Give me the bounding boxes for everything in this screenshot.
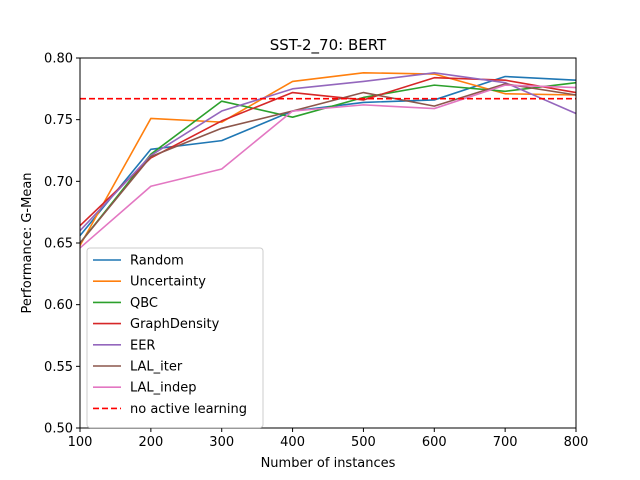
x-axis-ticks: 100 200 300 400 500 600 700 800 [68, 428, 589, 450]
x-tick-label: 500 [351, 435, 376, 450]
legend-box [86, 247, 264, 429]
y-tick-label: 0.75 [44, 113, 73, 128]
y-tick-label: 0.60 [44, 298, 73, 313]
legend-label: EER [130, 338, 155, 353]
y-axis-title: Performance: G-Mean [20, 172, 35, 313]
x-tick-label: 700 [493, 435, 518, 450]
legend-label: Uncertainty [130, 275, 206, 290]
legend-label: no active learning [130, 402, 247, 417]
legend-label: LAL_iter [130, 360, 183, 375]
x-tick-label: 600 [422, 435, 447, 450]
x-tick-label: 400 [280, 435, 305, 450]
y-tick-label: 0.80 [44, 52, 73, 67]
y-tick-label: 0.70 [44, 175, 73, 190]
legend-label: QBC [130, 296, 158, 311]
y-tick-label: 0.50 [44, 422, 73, 437]
x-tick-label: 800 [564, 435, 589, 450]
legend-label: Random [130, 254, 184, 269]
series-line-lal-indep [79, 84, 577, 249]
series-line-eer [79, 72, 577, 232]
y-tick-label: 0.65 [44, 237, 73, 252]
plot-lines [79, 72, 577, 249]
x-axis-title: Number of instances [261, 456, 396, 471]
chart-title: SST-2_70: BERT [270, 36, 387, 55]
legend-label: LAL_indep [130, 381, 197, 396]
y-axis-ticks: 0.50 0.55 0.60 0.65 0.70 0.75 0.80 [44, 52, 80, 437]
series-line-qbc [79, 81, 577, 244]
x-tick-label: 300 [209, 435, 234, 450]
x-tick-label: 100 [68, 435, 93, 450]
y-tick-label: 0.55 [44, 360, 73, 375]
series-line-lal-iter [79, 83, 577, 244]
legend-label: GraphDensity [130, 317, 220, 332]
legend: Random Uncertainty QBC GraphDensity EER LAL_i… [86, 247, 264, 429]
x-tick-label: 200 [138, 435, 163, 450]
